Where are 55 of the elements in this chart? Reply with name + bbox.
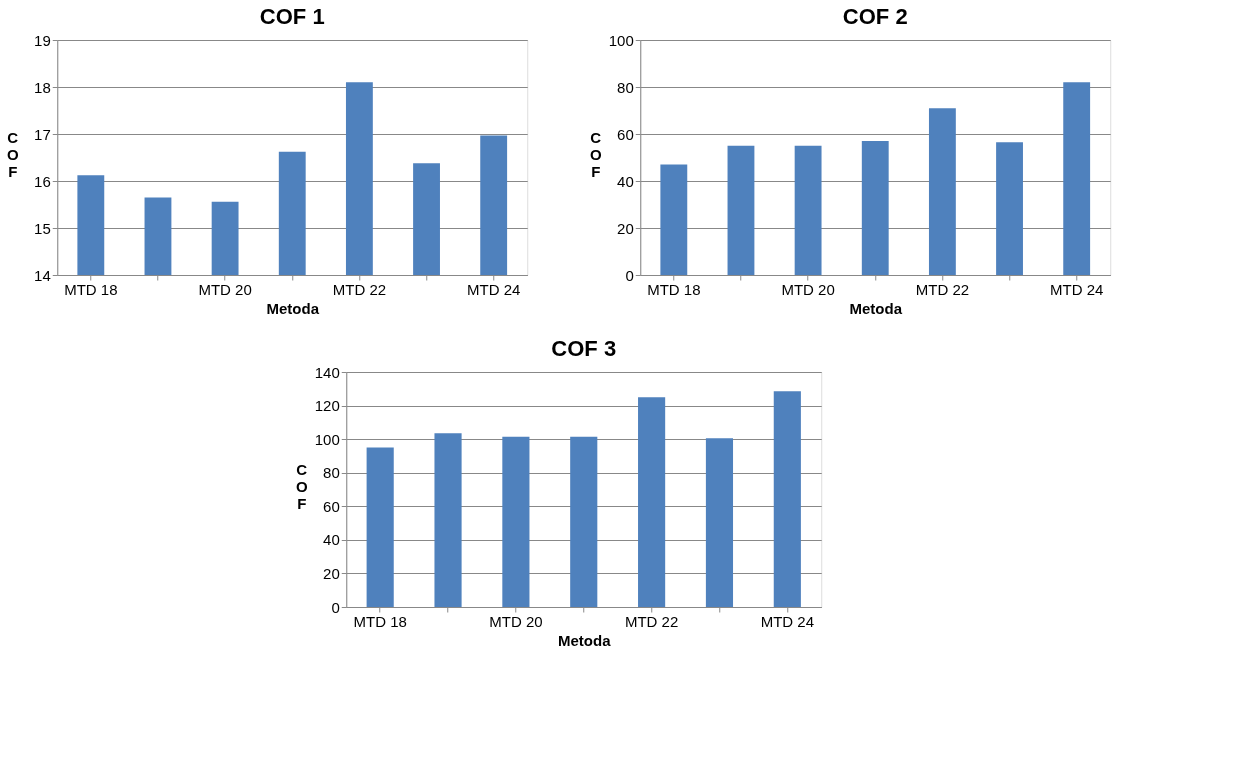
y-tick-label: 60	[323, 497, 340, 515]
y-tick-label: 18	[34, 78, 51, 96]
bar	[794, 145, 822, 275]
x-tick-label: MTD 22	[332, 280, 387, 298]
y-tick-label: 100	[314, 430, 340, 448]
y-tick-label: 17	[34, 125, 51, 143]
y-tick-label: 100	[608, 31, 634, 49]
x-axis-title: Metoda	[558, 631, 612, 649]
y-tick-label: 40	[617, 172, 634, 190]
bar	[570, 436, 598, 607]
bar	[660, 164, 688, 275]
bar	[366, 447, 394, 607]
chart-title: COF 1	[259, 4, 325, 29]
y-tick-label: 120	[314, 397, 340, 415]
bar	[861, 141, 889, 275]
y-axis-title: COF	[295, 461, 308, 512]
x-tick-label: MTD 22	[624, 612, 679, 630]
chart-title: COF 3	[551, 336, 617, 361]
y-tick-label: 14	[34, 266, 51, 284]
x-tick-label: MTD 20	[198, 280, 252, 298]
y-tick-label: 15	[34, 219, 51, 237]
y-tick-label: 80	[617, 78, 634, 96]
bar	[727, 145, 755, 275]
y-tick-label: 20	[617, 219, 634, 237]
x-tick-label: MTD 20	[781, 280, 835, 298]
x-tick-label: MTD 24	[760, 612, 814, 630]
bar	[928, 108, 956, 275]
bar	[1063, 82, 1091, 275]
y-tick-label: 16	[34, 172, 51, 190]
x-tick-label: MTD 18	[647, 280, 701, 298]
bar	[434, 433, 462, 607]
x-tick-label: MTD 24	[467, 280, 521, 298]
chart-title: COF 2	[842, 4, 908, 29]
x-tick-label: MTD 18	[64, 280, 118, 298]
x-tick-label: MTD 20	[489, 612, 543, 630]
bar	[773, 391, 801, 607]
y-tick-label: 19	[34, 31, 51, 49]
x-axis-title: Metoda	[849, 299, 903, 317]
y-tick-label: 140	[314, 363, 340, 381]
y-tick-label: 60	[617, 125, 634, 143]
x-tick-label: MTD 18	[353, 612, 407, 630]
y-tick-label: 40	[323, 531, 340, 549]
y-tick-label: 80	[323, 464, 340, 482]
x-tick-label: MTD 24	[1050, 280, 1104, 298]
y-tick-label: 20	[323, 564, 340, 582]
y-axis-title: COF	[589, 129, 602, 180]
y-tick-label: 0	[331, 598, 340, 616]
bar	[638, 397, 666, 607]
bar	[705, 438, 734, 607]
x-axis-title: Metoda	[266, 299, 320, 317]
bar	[502, 436, 530, 607]
bar	[996, 142, 1023, 275]
x-tick-label: MTD 22	[915, 280, 970, 298]
y-tick-label: 0	[625, 266, 634, 284]
y-axis-title: COF	[6, 129, 19, 180]
